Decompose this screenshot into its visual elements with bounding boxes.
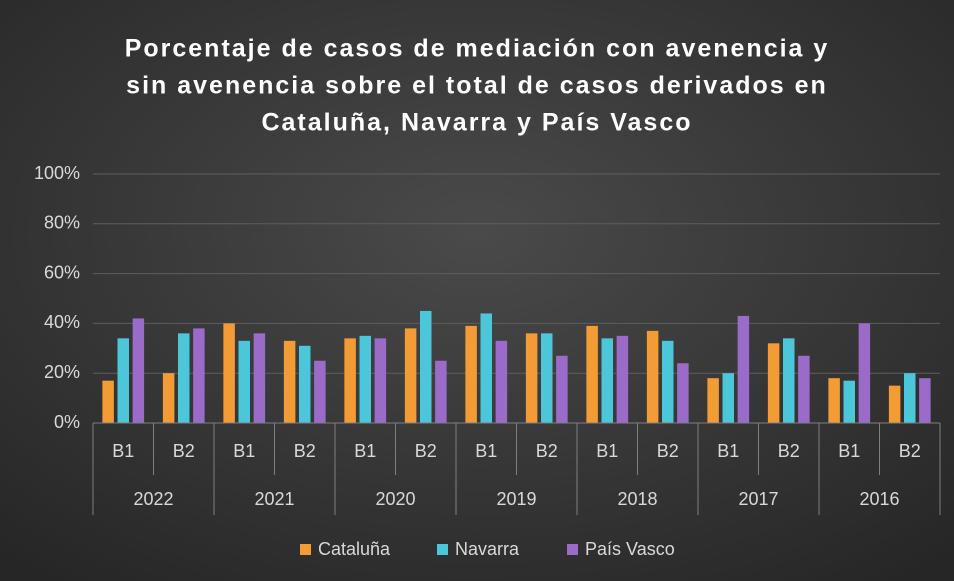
x-tick-label: B1 [838,441,860,461]
bar [374,338,387,423]
bar [677,363,689,423]
bar [888,385,901,423]
bar [253,333,266,423]
group-label: 2020 [375,489,415,509]
bar [904,373,916,423]
bar [646,330,659,423]
x-tick-label: B2 [173,441,195,461]
x-tick-label: B1 [354,441,376,461]
group-label: 2022 [133,489,173,509]
legend-swatch [300,544,311,555]
x-tick-label: B2 [899,441,921,461]
y-tick-label: 100% [34,163,80,183]
bar [102,380,114,423]
bar [783,338,795,423]
group-label: 2018 [617,489,657,509]
bar [238,340,250,423]
group-label: 2017 [738,489,778,509]
bar [919,378,931,423]
group-label: 2016 [859,489,899,509]
bar [420,310,432,423]
y-tick-label: 20% [44,362,80,382]
y-tick-label: 40% [44,312,80,332]
bar [117,338,129,423]
x-tick-label: B2 [536,441,558,461]
bar [767,343,780,423]
legend-swatch [437,544,448,555]
bar [843,380,855,423]
bar [858,323,871,423]
x-tick-label: B1 [475,441,497,461]
bar [404,328,417,423]
bar [132,318,145,423]
bar [193,328,205,423]
x-tick-label: B2 [294,441,316,461]
bar [525,333,538,423]
bar [283,340,296,423]
y-tick-label: 0% [54,412,80,432]
chart-title: Cataluña, Navarra y País Vasco [261,109,692,137]
bar [828,378,840,423]
bar [662,340,674,423]
legend-label: Cataluña [318,539,391,559]
bar [798,355,810,423]
x-tick-label: B2 [657,441,679,461]
legend-label: Navarra [455,539,520,559]
chart-title: sin avenencia sobre el total de casos de… [126,72,828,100]
x-tick-label: B1 [596,441,618,461]
bar [722,373,734,423]
bar [601,338,613,423]
x-tick-label: B2 [778,441,800,461]
bar [616,335,629,423]
bar [707,378,719,423]
bar [586,325,598,423]
chart-title: Porcentaje de casos de mediación con ave… [125,35,830,63]
bar [495,340,508,423]
bar [541,333,553,423]
x-tick-label: B1 [717,441,739,461]
group-label: 2019 [496,489,536,509]
bar [465,325,477,423]
bar [314,360,326,423]
bar [480,313,492,423]
legend-label: País Vasco [585,539,675,559]
bar [162,373,175,423]
bar [299,345,311,423]
bar [435,360,447,423]
bar [737,315,750,423]
x-tick-label: B1 [112,441,134,461]
group-label: 2021 [254,489,294,509]
x-tick-label: B2 [415,441,437,461]
y-tick-label: 80% [44,213,80,233]
x-tick-label: B1 [233,441,255,461]
y-tick-label: 60% [44,262,80,282]
bar [178,333,190,423]
bar [223,323,235,423]
bar [344,338,356,423]
bar [359,335,371,423]
legend-swatch [567,544,578,555]
bar [556,355,568,423]
